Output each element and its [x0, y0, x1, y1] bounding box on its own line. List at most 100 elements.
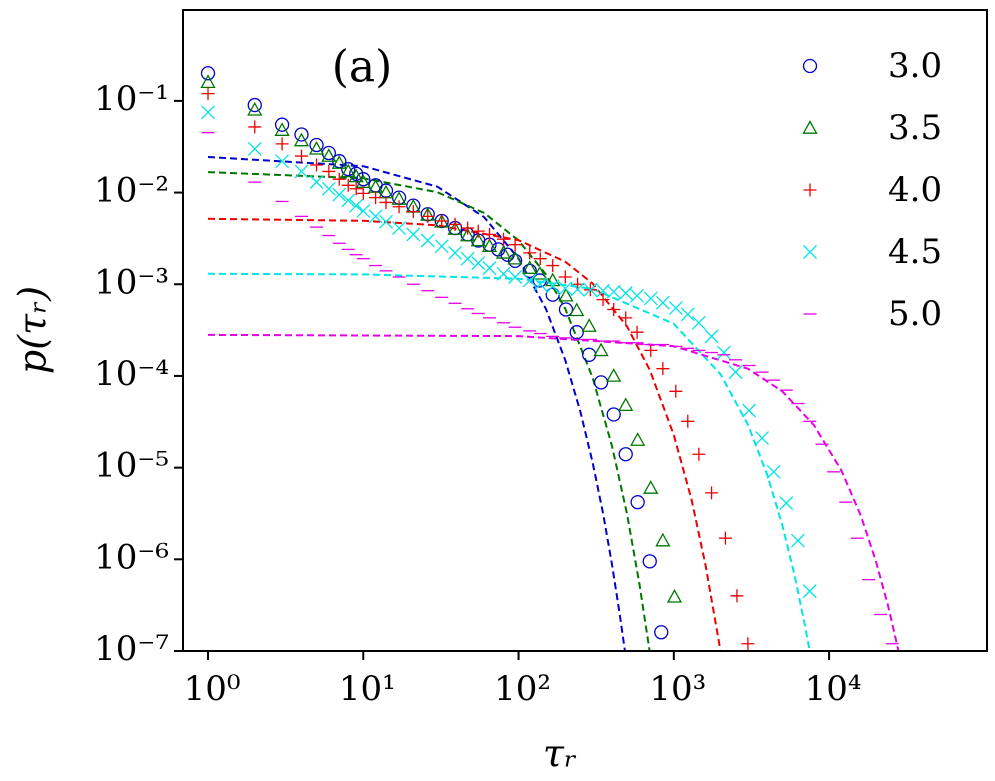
marker-plus — [619, 311, 633, 325]
marker-x — [321, 181, 336, 196]
x-tick-label: 10⁴ — [805, 669, 862, 709]
marker-circle — [309, 137, 324, 153]
marker-plus — [248, 120, 262, 134]
marker-triangle — [532, 265, 548, 280]
legend: 3.0 3.5 4.0 4.5 5.0 — [802, 46, 942, 334]
marker-triangle — [655, 532, 671, 547]
marker-x — [704, 329, 719, 344]
axes-frame — [182, 9, 988, 652]
marker-circle — [356, 172, 371, 187]
marker-triangle — [460, 227, 476, 242]
marker-plus — [669, 384, 683, 398]
marker-x — [379, 214, 393, 229]
marker-plus — [201, 87, 215, 101]
x-tick-label: 10² — [494, 669, 551, 709]
marker-plus — [656, 362, 670, 376]
marker-plus — [558, 270, 572, 284]
marker-x — [275, 154, 290, 169]
marker-plus — [497, 232, 511, 246]
marker-circle — [569, 325, 584, 340]
marker-triangle — [470, 232, 486, 247]
y-tick-label: 10⁻³ — [94, 262, 169, 302]
marker-plus — [435, 214, 449, 228]
legend-marker — [802, 58, 818, 74]
marker-plus — [275, 137, 289, 151]
y-tick-label: 10⁻⁶ — [94, 537, 169, 577]
marker-plus — [421, 209, 435, 223]
marker-plus — [295, 149, 309, 163]
marker-circle — [349, 166, 364, 182]
marker-triangle — [630, 432, 646, 446]
x-tick-label: 10¹ — [339, 669, 396, 709]
marker-circle — [654, 625, 669, 640]
legend-label: 4.0 — [888, 170, 942, 210]
marker-triangle — [447, 221, 463, 235]
marker-circle — [507, 253, 523, 268]
marker-triangle — [666, 588, 683, 603]
marker-circle — [558, 302, 574, 317]
legend-label: 5.0 — [888, 294, 942, 334]
marker-x — [802, 584, 817, 599]
marker-x — [742, 403, 756, 418]
legend-label: 4.5 — [888, 232, 942, 272]
marker-x — [247, 141, 262, 156]
marker-circle — [200, 66, 216, 81]
marker-circle — [582, 347, 597, 362]
marker-plus — [596, 293, 610, 307]
marker-plus — [607, 303, 621, 317]
marker-plus — [322, 164, 336, 178]
marker-x — [583, 282, 598, 297]
marker-plus — [332, 172, 346, 186]
marker-plus — [483, 227, 497, 241]
marker-plus — [406, 205, 420, 219]
marker-x — [766, 464, 781, 479]
marker-plus — [448, 217, 462, 231]
marker-plus — [349, 182, 363, 196]
marker-triangle — [321, 148, 337, 162]
x-axis-label: τᵣ — [543, 732, 577, 776]
marker-x — [655, 295, 670, 310]
legend-label: 3.0 — [888, 46, 942, 86]
marker-plus — [508, 238, 522, 252]
marker-x — [680, 307, 695, 322]
y-axis-label: p(τᵣ) — [11, 286, 55, 374]
marker-x — [558, 281, 573, 296]
marker-x — [668, 301, 683, 316]
marker-plus — [533, 252, 547, 266]
marker-plus — [718, 531, 732, 545]
marker-x — [545, 279, 560, 294]
plot-area — [200, 66, 900, 651]
marker-plus — [546, 259, 560, 273]
marker-circle — [593, 375, 609, 390]
marker-plus — [644, 343, 658, 357]
marker-circle — [630, 495, 645, 510]
marker-x — [643, 291, 658, 306]
marker-plus — [471, 224, 485, 238]
fit-line — [207, 272, 811, 651]
marker-x — [508, 270, 523, 284]
marker-x — [755, 431, 770, 446]
marker-x — [482, 261, 497, 276]
marker-plus — [379, 195, 393, 209]
marker-circle — [522, 263, 537, 279]
marker-x — [691, 315, 706, 330]
marker-triangle — [481, 238, 498, 253]
marker-x — [356, 204, 371, 218]
marker-x — [309, 175, 324, 190]
marker-triangle — [643, 480, 659, 494]
marker-triangle — [606, 368, 622, 382]
marker-plus — [341, 178, 355, 192]
marker-x — [434, 239, 449, 254]
marker-plus — [356, 186, 370, 200]
legend-marker — [803, 245, 817, 259]
marker-triangle — [274, 122, 290, 136]
marker-triangle — [348, 168, 364, 183]
marker-x — [460, 251, 475, 266]
marker-x — [368, 209, 383, 224]
marker-circle — [247, 97, 262, 113]
marker-x — [533, 277, 548, 292]
marker-triangle — [558, 287, 574, 302]
marker-plus — [681, 414, 695, 428]
marker-circle — [274, 117, 290, 132]
marker-plus — [461, 221, 475, 235]
